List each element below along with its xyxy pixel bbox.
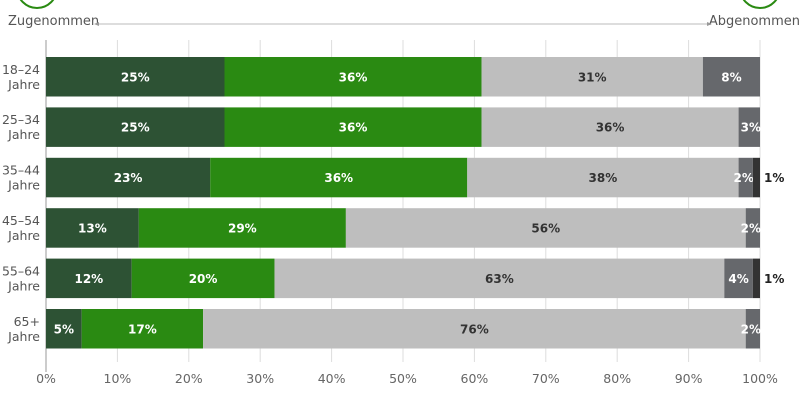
data-label: 56% bbox=[531, 221, 560, 235]
data-label: 17% bbox=[128, 322, 157, 336]
data-label: 1% bbox=[764, 171, 784, 185]
data-label: 25% bbox=[121, 70, 150, 84]
bar-segment bbox=[481, 57, 703, 97]
bar-segment bbox=[274, 258, 725, 299]
x-tick-label: 60% bbox=[461, 371, 489, 386]
x-tick-label: 100% bbox=[742, 371, 778, 386]
bar-segment bbox=[752, 258, 760, 299]
category-label: Jahre bbox=[7, 329, 40, 344]
bar-segment bbox=[203, 309, 746, 349]
x-tick-label: 40% bbox=[318, 371, 346, 386]
x-tick-label: 10% bbox=[104, 371, 132, 386]
category-label: 25–34 bbox=[2, 112, 40, 127]
bar-segment bbox=[46, 258, 132, 299]
data-label: 13% bbox=[78, 221, 107, 235]
category-label: 18–24 bbox=[2, 62, 40, 77]
data-label: 2% bbox=[741, 322, 761, 336]
bar-segment bbox=[345, 208, 746, 248]
data-label: 36% bbox=[339, 70, 368, 84]
category-label: Jahre bbox=[7, 127, 40, 142]
x-tick-label: 90% bbox=[675, 371, 703, 386]
x-tick-label: 50% bbox=[389, 371, 417, 386]
bar-segment bbox=[224, 57, 482, 97]
bar-segment bbox=[745, 309, 760, 349]
data-label: 23% bbox=[114, 171, 143, 185]
category-label: 35–44 bbox=[2, 163, 40, 178]
legend-right-label: Abgenommen bbox=[708, 14, 800, 29]
bar-segment bbox=[752, 157, 760, 198]
data-label: 8% bbox=[721, 70, 741, 84]
bar-segment bbox=[210, 157, 468, 198]
data-label: 4% bbox=[728, 272, 748, 286]
bar-segment bbox=[467, 157, 739, 198]
right-circle-icon bbox=[742, 0, 778, 9]
data-label: 25% bbox=[121, 121, 150, 135]
bar-segment bbox=[738, 157, 753, 198]
x-tick-label: 70% bbox=[532, 371, 560, 386]
data-label: 63% bbox=[485, 272, 514, 286]
data-label: 31% bbox=[578, 70, 607, 84]
data-label: 2% bbox=[741, 221, 761, 235]
bar-segment bbox=[738, 107, 760, 147]
bar-segment bbox=[481, 107, 739, 147]
left-circle-icon bbox=[19, 0, 55, 9]
bar-segment bbox=[81, 309, 204, 349]
data-label: 36% bbox=[324, 171, 353, 185]
category-label: Jahre bbox=[7, 278, 40, 293]
arrow-right-icon bbox=[707, 22, 712, 26]
bar-segment bbox=[46, 57, 225, 97]
legend-left-label: Zugenommen bbox=[8, 14, 100, 29]
data-label: 76% bbox=[460, 322, 489, 336]
bar-segment bbox=[702, 57, 760, 97]
data-label: 5% bbox=[54, 322, 74, 336]
data-label: 29% bbox=[228, 221, 257, 235]
data-label: 20% bbox=[189, 272, 218, 286]
category-label: 55–64 bbox=[2, 263, 40, 278]
data-label: 1% bbox=[764, 272, 784, 286]
data-label: 2% bbox=[733, 171, 753, 185]
data-label: 38% bbox=[589, 171, 618, 185]
bar-segment bbox=[745, 208, 760, 248]
data-label: 3% bbox=[741, 121, 761, 135]
x-tick-label: 30% bbox=[246, 371, 274, 386]
x-tick-label: 0% bbox=[36, 371, 56, 386]
data-label: 36% bbox=[596, 121, 625, 135]
data-label: 12% bbox=[74, 272, 103, 286]
x-tick-label: 80% bbox=[603, 371, 631, 386]
bar-segment bbox=[46, 157, 211, 198]
category-label: 65+ bbox=[14, 314, 40, 329]
data-label: 36% bbox=[339, 121, 368, 135]
category-label: Jahre bbox=[7, 228, 40, 243]
x-tick-label: 20% bbox=[175, 371, 203, 386]
bar-segment bbox=[138, 208, 346, 248]
bar-segment bbox=[724, 258, 753, 299]
bar-segment bbox=[224, 107, 482, 147]
bar-segment bbox=[131, 258, 275, 299]
category-label: 45–54 bbox=[2, 213, 40, 228]
bar-segment bbox=[46, 309, 82, 349]
bar-segment bbox=[46, 107, 225, 147]
category-label: Jahre bbox=[7, 77, 40, 92]
arrow-left-icon bbox=[94, 22, 99, 26]
category-label: Jahre bbox=[7, 178, 40, 193]
bar-segment bbox=[46, 208, 139, 248]
